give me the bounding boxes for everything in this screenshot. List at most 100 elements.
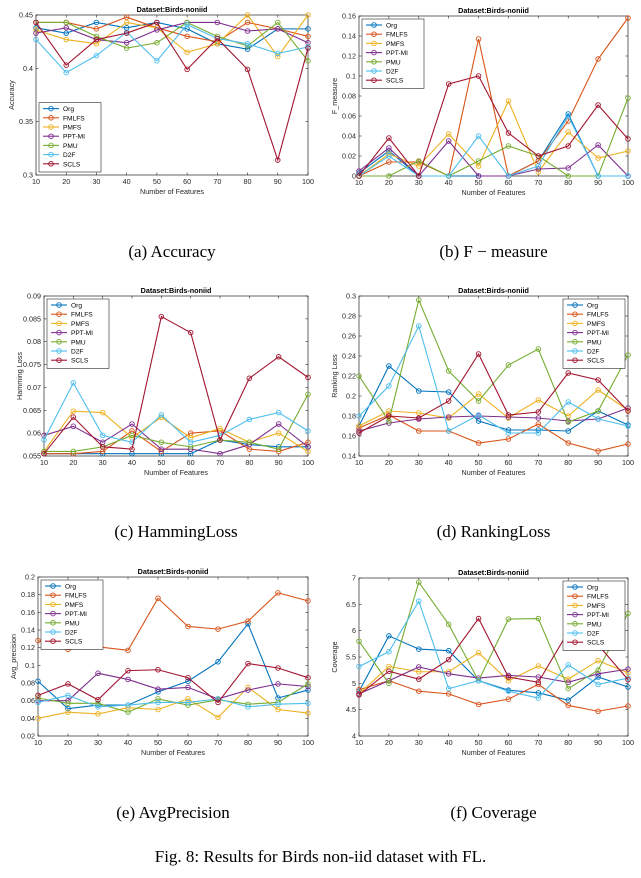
y-tick-label: 0.18 xyxy=(342,412,356,421)
data-point-d2f xyxy=(125,702,131,708)
legend-marker xyxy=(56,348,62,354)
legend-marker xyxy=(56,311,62,317)
y-tick-label: 0.085 xyxy=(23,314,41,323)
series-line-fmlfs xyxy=(358,414,629,452)
data-point-fmlfs xyxy=(505,696,512,702)
data-point-d2f xyxy=(99,432,106,439)
legend-entry: Org xyxy=(386,23,397,30)
y-tick-label: 0.4 xyxy=(23,64,33,73)
chart-panel-1: Dataset:Birds-noniid 10 20 30 40 50 60 70 80 90 10… xyxy=(7,5,314,261)
legend-entry: PMFS xyxy=(63,125,82,132)
chart-title: Dataset:Birds-noniid xyxy=(458,6,529,15)
series-line-ppt-mi xyxy=(38,672,309,702)
data-point-d2f xyxy=(386,648,392,655)
chart-title: Dataset:Birds-noniid xyxy=(458,568,529,577)
sub-caption: (c) HammingLoss xyxy=(114,522,237,541)
data-point-pmu xyxy=(386,680,392,687)
data-point-d2f xyxy=(244,41,251,47)
data-point-scls xyxy=(445,398,452,404)
data-point-d2f xyxy=(595,416,601,422)
y-tick-label: 0.3 xyxy=(346,292,356,301)
data-point-scls xyxy=(246,375,253,382)
y-tick-label: 0.16 xyxy=(342,12,356,21)
data-point-scls xyxy=(356,173,362,179)
chart-panel-5: Dataset:Birds-noniid 10 20 30 40 50 60 70 80 90 10… xyxy=(9,567,314,822)
sub-caption: (a) Accuracy xyxy=(128,242,216,261)
legend-marker xyxy=(56,320,62,327)
data-point-fmlfs xyxy=(595,708,601,714)
series-line-pmu xyxy=(358,580,629,690)
data-point-org xyxy=(65,705,71,712)
y-tick-label: 0.02 xyxy=(342,152,356,161)
x-tick-label: 50 xyxy=(153,177,161,186)
data-point-ppt-mi xyxy=(129,421,135,427)
chart-title: Dataset:Birds-noniid xyxy=(137,5,208,14)
data-point-scls xyxy=(356,430,362,436)
legend-marker xyxy=(48,161,54,167)
x-tick-label: 50 xyxy=(157,458,165,467)
data-point-org xyxy=(625,684,631,690)
series-line-d2f xyxy=(37,694,309,708)
legend-entry: D2F xyxy=(63,152,75,159)
series-line-scls xyxy=(358,352,629,434)
y-tick-label: 7 xyxy=(352,574,356,583)
data-point-pmu xyxy=(305,391,311,398)
data-point-pmu xyxy=(416,297,422,303)
legend-entry: SCLS xyxy=(386,78,404,85)
data-point-pmu xyxy=(565,685,571,692)
legend-marker xyxy=(572,584,578,590)
x-tick-label: 20 xyxy=(385,458,393,467)
data-point-d2f xyxy=(187,439,194,446)
data-point-pmfs xyxy=(184,49,190,56)
data-point-scls xyxy=(275,354,282,360)
series-line-d2f xyxy=(35,23,309,74)
data-point-d2f xyxy=(565,662,571,668)
legend-entry: D2F xyxy=(587,349,599,356)
data-point-scls xyxy=(445,81,452,87)
data-point-d2f xyxy=(305,700,311,707)
data-point-ppt-mi xyxy=(244,28,251,34)
x-tick-label: 100 xyxy=(622,178,634,187)
x-axis-label: Number of Features xyxy=(141,748,205,757)
legend-marker xyxy=(56,339,62,345)
series-line-ppt-mi xyxy=(358,140,629,177)
data-point-pmu xyxy=(70,448,77,455)
data-point-pmu xyxy=(356,373,362,379)
data-point-scls xyxy=(155,667,161,673)
data-point-scls xyxy=(595,377,601,383)
x-tick-label: 90 xyxy=(594,738,602,747)
data-point-scls xyxy=(95,697,101,703)
data-point-d2f xyxy=(416,598,422,604)
y-tick-label: 0.16 xyxy=(342,432,356,441)
y-tick-label: 4.5 xyxy=(346,705,356,714)
data-point-org xyxy=(505,427,512,433)
x-tick-label: 60 xyxy=(184,738,192,747)
data-point-scls xyxy=(214,35,221,42)
legend-entry: Org xyxy=(71,303,82,310)
chart-panel-2: Dataset:Birds-noniid 10 20 30 40 50 60 70 80 90 10… xyxy=(330,6,634,261)
data-point-org xyxy=(305,26,311,32)
series-line-ppt-mi xyxy=(358,407,629,432)
legend-entry: FMLFS xyxy=(63,115,85,122)
series-line-scls xyxy=(37,662,309,704)
series-line-fmlfs xyxy=(358,680,629,712)
data-point-pmu xyxy=(625,610,631,617)
y-tick-label: 0.06 xyxy=(342,112,356,121)
data-point-d2f xyxy=(475,677,482,684)
data-point-scls xyxy=(275,157,281,163)
data-point-pmu xyxy=(95,700,101,707)
data-point-d2f xyxy=(305,428,311,434)
data-point-d2f xyxy=(475,133,482,139)
data-point-pmfs xyxy=(535,663,542,669)
y-tick-label: 5.5 xyxy=(346,653,356,662)
x-tick-label: 60 xyxy=(504,178,512,187)
x-tick-label: 90 xyxy=(594,458,602,467)
legend-entry: FMLFS xyxy=(587,594,609,601)
legend-marker xyxy=(48,133,54,139)
y-tick-label: 0.12 xyxy=(342,52,356,61)
x-tick-label: 80 xyxy=(244,738,252,747)
legend-entry: PMFS xyxy=(71,321,90,328)
data-point-scls xyxy=(154,19,160,26)
y-tick-label: 0.08 xyxy=(342,92,356,101)
